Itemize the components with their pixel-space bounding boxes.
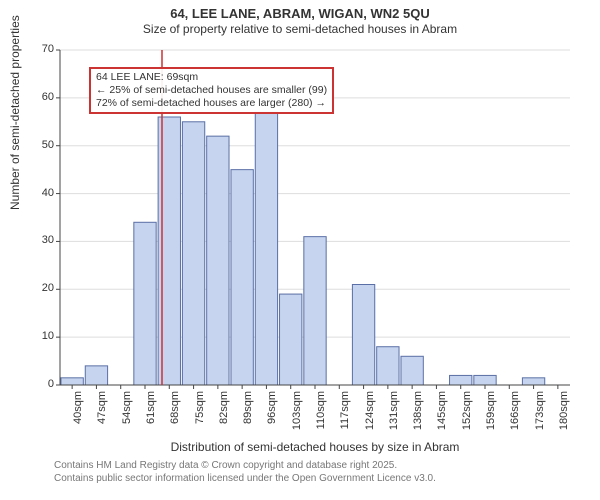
x-axis-title: Distribution of semi-detached houses by … [60, 440, 570, 454]
y-tick-label: 0 [24, 378, 54, 390]
y-tick-label: 40 [24, 187, 54, 199]
x-tick-label: 61sqm [145, 391, 157, 441]
y-tick-label: 70 [24, 43, 54, 55]
y-tick-label: 60 [24, 91, 54, 103]
histogram-bar [280, 294, 302, 385]
histogram-bar [304, 237, 326, 385]
x-tick-label: 145sqm [436, 391, 448, 441]
x-tick-label: 47sqm [96, 391, 108, 441]
x-tick-label: 82sqm [218, 391, 230, 441]
attribution-line-2: Contains public sector information licen… [54, 473, 436, 486]
title-block: 64, LEE LANE, ABRAM, WIGAN, WN2 5QU Size… [0, 0, 600, 36]
x-tick-label: 138sqm [412, 391, 424, 441]
histogram-bar [61, 378, 83, 385]
y-axis-label: Number of semi-detached properties [8, 15, 22, 210]
x-tick-label: 96sqm [266, 391, 278, 441]
histogram-bar [377, 347, 399, 385]
histogram-bar [522, 378, 544, 385]
y-tick-label: 10 [24, 330, 54, 342]
attribution-block: Contains HM Land Registry data © Crown c… [54, 460, 436, 485]
histogram-bar [474, 375, 496, 385]
x-tick-label: 75sqm [194, 391, 206, 441]
callout-box: 64 LEE LANE: 69sqm ← 25% of semi-detache… [89, 67, 334, 114]
callout-line-1: 64 LEE LANE: 69sqm [96, 71, 327, 84]
x-tick-label: 159sqm [485, 391, 497, 441]
histogram-bar [85, 366, 107, 385]
x-tick-label: 152sqm [461, 391, 473, 441]
x-tick-label: 68sqm [169, 391, 181, 441]
x-tick-label: 117sqm [339, 391, 351, 441]
histogram-bar [134, 222, 156, 385]
x-tick-label: 131sqm [388, 391, 400, 441]
x-tick-label: 103sqm [291, 391, 303, 441]
callout-line-2: ← 25% of semi-detached houses are smalle… [96, 84, 327, 97]
histogram-bar [255, 112, 277, 385]
x-tick-label: 40sqm [72, 391, 84, 441]
x-tick-label: 89sqm [242, 391, 254, 441]
histogram-bar [182, 122, 204, 385]
y-tick-label: 20 [24, 282, 54, 294]
callout-line-3: 72% of semi-detached houses are larger (… [96, 97, 327, 110]
y-tick-label: 50 [24, 139, 54, 151]
chart-container: 64, LEE LANE, ABRAM, WIGAN, WN2 5QU Size… [0, 0, 600, 500]
x-tick-label: 180sqm [558, 391, 570, 441]
x-tick-label: 54sqm [121, 391, 133, 441]
x-tick-label: 110sqm [315, 391, 327, 441]
attribution-line-1: Contains HM Land Registry data © Crown c… [54, 460, 436, 473]
chart-subtitle: Size of property relative to semi-detach… [0, 22, 600, 36]
x-tick-label: 166sqm [509, 391, 521, 441]
y-tick-label: 30 [24, 234, 54, 246]
x-tick-label: 173sqm [534, 391, 546, 441]
x-tick-label: 124sqm [364, 391, 376, 441]
histogram-bar [352, 285, 374, 386]
chart-title: 64, LEE LANE, ABRAM, WIGAN, WN2 5QU [0, 6, 600, 21]
histogram-bar [401, 356, 423, 385]
histogram-bar [207, 136, 229, 385]
histogram-bar [450, 375, 472, 385]
histogram-bar [231, 170, 253, 385]
